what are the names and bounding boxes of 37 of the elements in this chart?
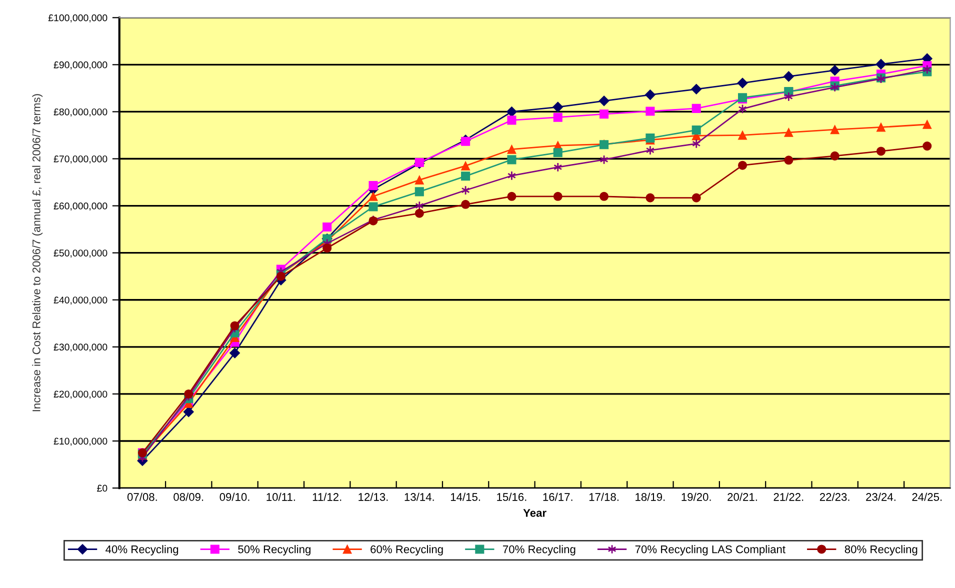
x-tick-label: 11/12.	[312, 492, 342, 501]
x-tick-label: 21/22.	[774, 492, 804, 501]
y-axis-title: Increase in Cost Relative to 2006/7 (annual £, real 2006/7 terms)	[32, 94, 43, 412]
legend-label: 80% Recycling	[844, 545, 918, 556]
x-tick-label: 16/17.	[543, 492, 572, 501]
x-tick-label: 09/10.	[220, 492, 250, 501]
y-tick-label: £30,000,000	[54, 344, 108, 352]
legend-label: 40% Recycling	[106, 545, 178, 556]
y-tick-label: £80,000,000	[54, 108, 108, 116]
x-tick-label: 15/16.	[497, 492, 526, 501]
y-tick-label: £70,000,000	[54, 155, 108, 164]
y-tick-label: £20,000,000	[54, 390, 108, 399]
x-tick-label: 24/25.	[912, 492, 942, 501]
y-tick-label: £50,000,000	[54, 250, 108, 258]
legend-label: 70% Recycling	[503, 545, 576, 556]
legend-label: 70% Recycling LAS Compliant	[635, 545, 786, 556]
y-tick-label: £40,000,000	[54, 296, 108, 305]
x-tick-label: 17/18.	[589, 492, 618, 501]
x-tick-label: 19/20.	[682, 492, 711, 501]
x-tick-label: 10/11.	[266, 492, 295, 501]
x-tick-label: 18/19.	[636, 492, 665, 501]
y-tick-label: £90,000,000	[54, 61, 108, 70]
x-tick-label: 23/24.	[866, 492, 896, 501]
x-axis-title: Year	[523, 509, 546, 517]
y-tick-label: £100,000,000	[48, 14, 108, 22]
x-tick-label: 08/09.	[174, 492, 204, 501]
x-tick-label: 14/15.	[450, 492, 480, 501]
x-tick-label: 22/23.	[820, 492, 850, 501]
legend-label: 50% Recycling	[238, 545, 310, 556]
x-tick-label: 13/14.	[404, 492, 434, 501]
legend-label: 60% Recycling	[370, 545, 443, 556]
x-tick-label: 07/08.	[127, 492, 157, 501]
x-tick-label: 12/13.	[358, 492, 388, 501]
x-tick-label: 20/21.	[728, 492, 757, 501]
y-tick-label: £60,000,000	[54, 202, 108, 211]
y-tick-label: £0	[97, 484, 108, 492]
y-tick-label: £10,000,000	[54, 438, 108, 446]
